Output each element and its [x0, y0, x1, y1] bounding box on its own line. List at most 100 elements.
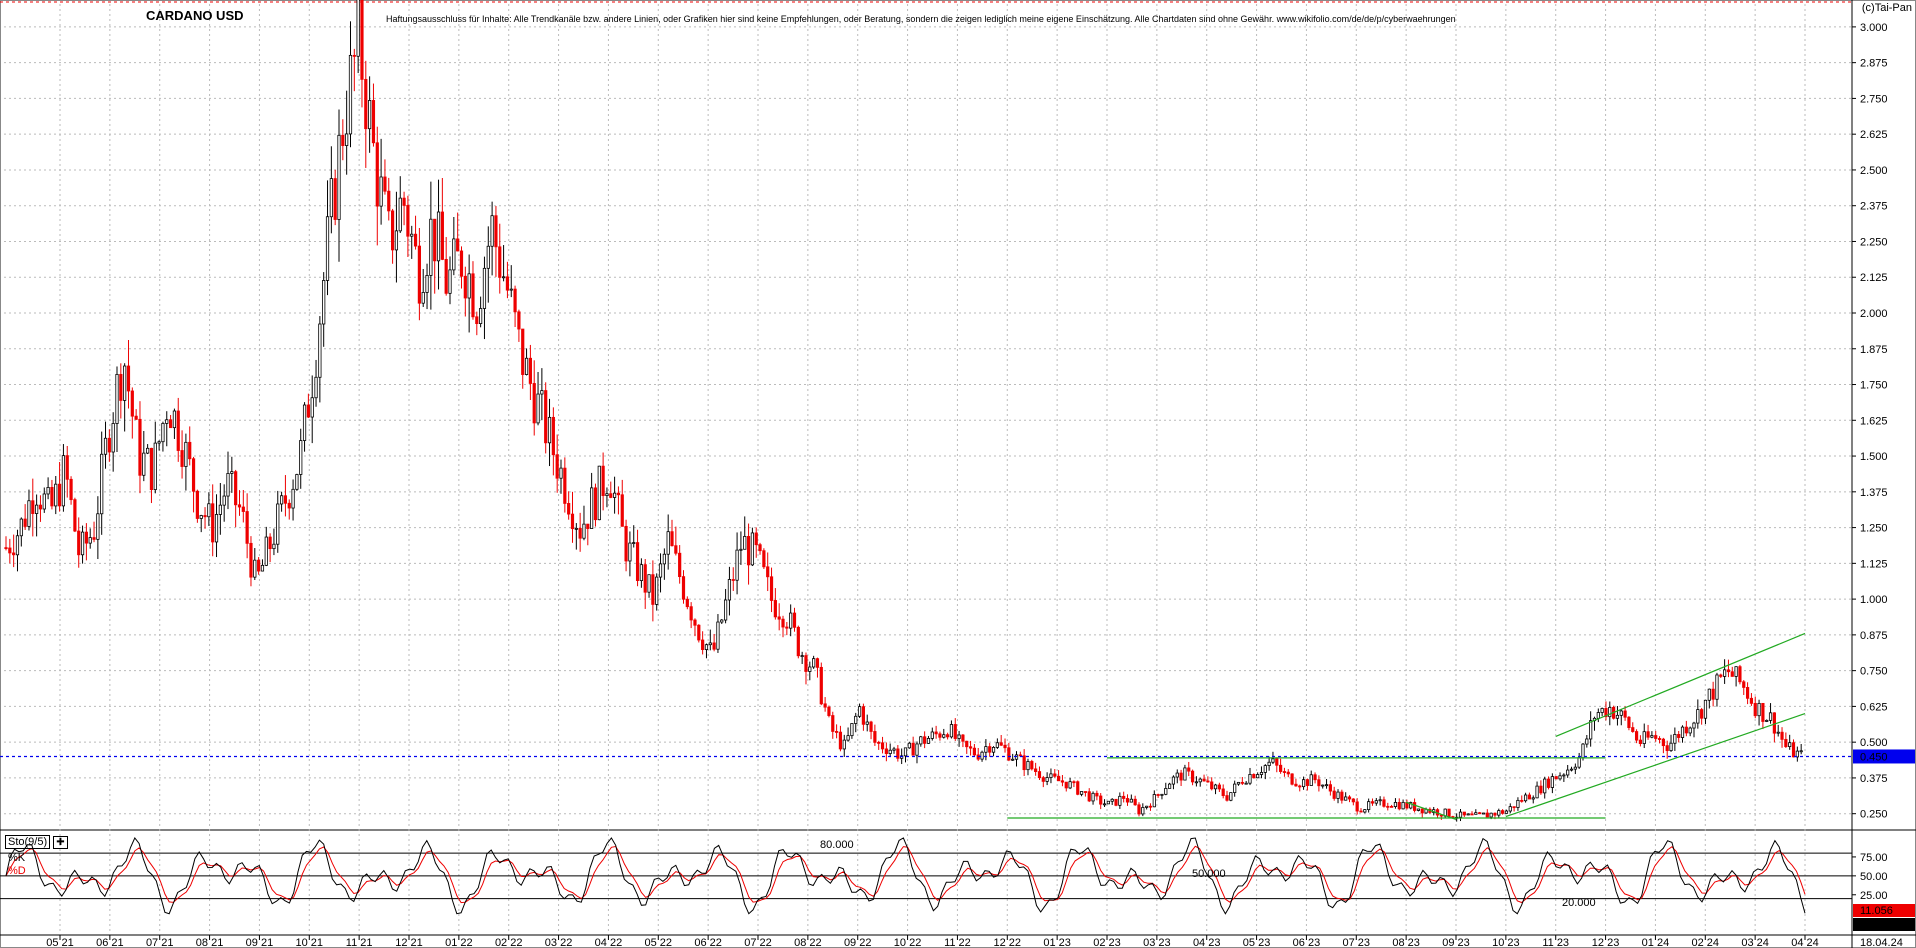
candle-body — [1627, 716, 1631, 728]
candle-body — [1723, 669, 1727, 677]
candle-body — [1696, 709, 1700, 724]
x-tick-label: 01 22 — [445, 937, 473, 948]
candle-body — [708, 642, 712, 646]
candle-body — [264, 536, 268, 566]
candle-body — [1501, 810, 1505, 814]
candle-body — [743, 536, 747, 550]
candle-body — [877, 741, 881, 744]
candle-body — [333, 178, 337, 220]
candle-body — [1608, 706, 1612, 718]
candle-body — [1504, 810, 1509, 814]
expand-icon[interactable]: ✚ — [53, 836, 68, 849]
level-50-label: 50.000 — [1192, 868, 1226, 880]
candle-body — [903, 747, 908, 757]
last-price-label: 0.450 — [1860, 751, 1888, 763]
candle-body — [674, 545, 678, 554]
candle-body — [605, 493, 609, 496]
x-tick-label: 05 22 — [645, 937, 673, 948]
candle-body — [1386, 805, 1390, 808]
candle-body — [861, 706, 865, 725]
y-tick-label: 3.000 — [1860, 22, 1888, 34]
stoch-k-line — [5, 837, 1806, 915]
candle-body — [1462, 811, 1466, 816]
candle-body — [785, 626, 789, 629]
candle-body — [1768, 712, 1773, 721]
candle-body — [1298, 785, 1302, 788]
candle-body — [241, 506, 245, 512]
candle-body — [50, 487, 54, 507]
candle-body — [880, 742, 885, 750]
candle-body — [651, 574, 655, 605]
candle-body — [1680, 726, 1685, 738]
candle-body — [1673, 734, 1677, 744]
candle-body — [957, 734, 961, 739]
candle-body — [1022, 755, 1026, 771]
candle-body — [1282, 771, 1287, 773]
x-tick-label: 02 22 — [495, 937, 523, 948]
candle-body — [551, 416, 555, 456]
candle-body — [938, 733, 942, 738]
candle-body — [827, 706, 831, 716]
candle-body — [368, 100, 372, 130]
candle-body — [1742, 681, 1746, 688]
x-tick-label: 08 23 — [1392, 937, 1420, 948]
candle-body — [65, 455, 69, 480]
x-tick-label: 11 21 — [346, 937, 373, 948]
candle-body — [1458, 811, 1463, 818]
indicator-label[interactable]: Sto(9/5) ✚ — [5, 835, 68, 849]
candle-body — [119, 374, 123, 401]
candle-body — [291, 488, 295, 509]
candle-body — [513, 288, 517, 313]
candle-body — [1099, 795, 1103, 805]
candle-body — [168, 419, 173, 429]
candle-body — [161, 423, 165, 443]
x-tick-label: 10 23 — [1492, 937, 1520, 948]
candle-body — [207, 503, 211, 518]
x-tick-label: 09 21 — [246, 937, 274, 948]
candle-body — [658, 563, 663, 578]
x-tick-label: 09 22 — [844, 937, 872, 948]
stoch-k-badge — [1853, 904, 1915, 917]
candle-body — [586, 523, 590, 529]
candle-body — [42, 493, 46, 510]
candle-body — [724, 599, 728, 621]
candle-body — [1772, 712, 1776, 734]
candle-body — [758, 544, 762, 552]
candle-body — [1558, 775, 1562, 780]
candle-body — [406, 205, 410, 237]
candle-body — [1585, 738, 1589, 745]
candle-body — [1562, 774, 1566, 777]
candle-body — [1240, 781, 1244, 784]
x-tick-label: 11 23 — [1542, 937, 1569, 948]
candle-body — [1589, 720, 1593, 740]
candle-body — [188, 441, 192, 460]
candle-body — [475, 316, 479, 324]
candle-body — [838, 731, 843, 750]
candle-body — [1301, 779, 1306, 788]
stoch-tick-label: 25.00 — [1860, 890, 1888, 902]
candle-body — [38, 504, 43, 510]
level-20-label: 20.000 — [1562, 897, 1596, 909]
candle-body — [498, 246, 502, 278]
k-legend: %K — [8, 852, 26, 864]
candle-body — [436, 211, 441, 262]
candle-body — [417, 245, 421, 304]
candle-body — [237, 504, 242, 508]
candle-body — [804, 655, 808, 672]
candle-body — [1018, 754, 1022, 757]
candle-body — [1221, 788, 1225, 796]
candle-body — [1037, 771, 1042, 779]
candle-body — [1068, 781, 1072, 789]
candle-body — [1198, 778, 1202, 783]
candle-body — [601, 465, 605, 496]
candle-body — [184, 441, 188, 467]
candle-body — [942, 734, 946, 738]
candle-body — [12, 552, 16, 556]
candle-body — [593, 487, 598, 521]
candle-body — [1294, 783, 1298, 787]
candle-body — [1600, 708, 1604, 713]
candle-body — [142, 452, 146, 476]
candle-body — [949, 724, 954, 738]
stoch-tick-label: 75.00 — [1860, 852, 1888, 864]
